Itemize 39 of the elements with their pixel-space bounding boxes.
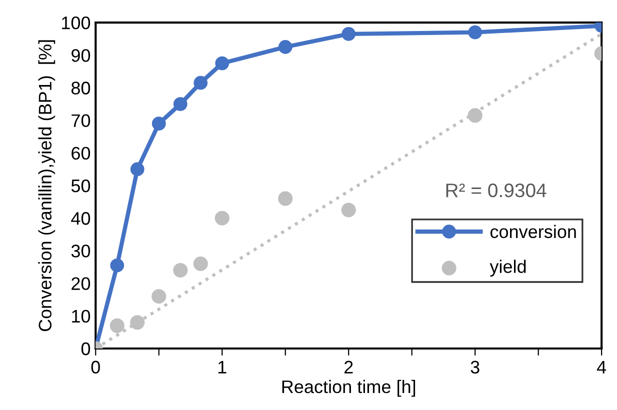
point <box>278 191 293 206</box>
point <box>341 202 356 218</box>
y-tick-label: 0 <box>81 342 90 356</box>
point <box>214 210 230 226</box>
annotation: R² = 0.9304 <box>446 183 546 198</box>
y-tick-label: 90 <box>72 49 90 62</box>
point <box>152 289 166 304</box>
x-tick-label: 1 <box>218 360 226 374</box>
x-tick-label: 4 <box>596 360 606 374</box>
point <box>215 56 230 70</box>
point <box>130 162 144 176</box>
y-tick-label: 70 <box>72 114 90 128</box>
y-tick-label: 40 <box>71 212 90 225</box>
point <box>278 40 292 54</box>
y-tick-label: 50 <box>71 179 90 192</box>
y-tick-label: 30 <box>71 244 90 258</box>
point <box>130 315 145 330</box>
point <box>342 27 356 41</box>
point <box>193 256 208 272</box>
y-axis-title: Conversion (vanillin),yield (BP1) [%] <box>38 40 56 332</box>
point <box>110 318 124 333</box>
point <box>468 108 482 123</box>
point <box>468 25 482 40</box>
y-tick-label: 20 <box>72 277 90 290</box>
point <box>110 258 124 272</box>
y-tick-label: 60 <box>72 146 90 160</box>
y-tick-label: 10 <box>72 310 90 323</box>
legend-label: conversion <box>490 224 576 238</box>
y-tick-label: 100 <box>62 16 90 30</box>
x-tick-label: 0 <box>91 360 100 374</box>
x-axis-title: Reaction time [h] <box>282 380 416 397</box>
legend-label: yield <box>490 260 526 277</box>
y-tick-label: 80 <box>71 82 90 94</box>
x-tick-label: 2 <box>344 360 353 374</box>
x-tick-label: 3 <box>470 360 480 374</box>
point <box>152 116 166 131</box>
point <box>194 76 208 90</box>
point <box>173 262 188 278</box>
point <box>173 97 188 111</box>
